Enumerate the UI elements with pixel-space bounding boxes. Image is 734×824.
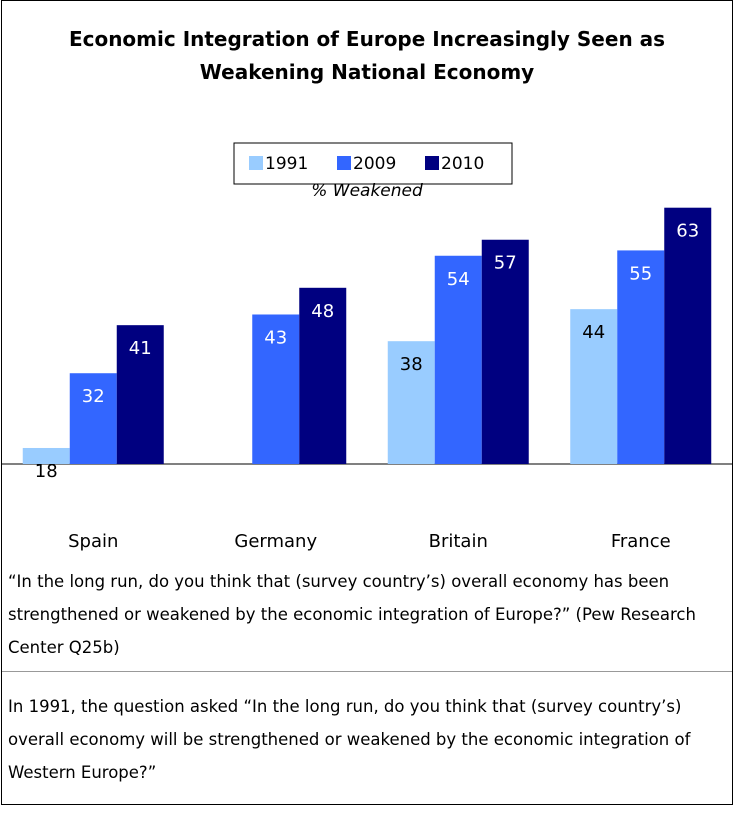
note: “In the long run, do you think that (sur… — [8, 572, 696, 657]
value-label: 55 — [629, 263, 652, 284]
value-label: 57 — [494, 253, 517, 274]
legend-swatch — [425, 156, 439, 170]
separator — [2, 671, 732, 672]
bar — [69, 373, 117, 464]
bar — [387, 341, 435, 464]
bar — [22, 447, 70, 464]
chart-frame: Economic Integration of Europe Increasin… — [1, 0, 733, 805]
bar — [299, 287, 347, 464]
value-label: 54 — [447, 269, 470, 290]
title-box: Economic Integration of Europe Increasin… — [68, 27, 666, 84]
legend-label: 2010 — [441, 154, 484, 174]
subtitle: % Weakened — [311, 181, 423, 201]
value-label: 48 — [311, 301, 334, 322]
x-tick-label: Britain — [429, 531, 488, 552]
value-label: 43 — [264, 327, 287, 348]
bar — [570, 309, 618, 464]
chart: Economic Integration of Europe Increasin… — [2, 27, 732, 552]
value-label: 38 — [400, 354, 423, 375]
x-tick-label: Germany — [234, 531, 317, 552]
note: In 1991, the question asked “In the long… — [8, 697, 691, 782]
value-label: 44 — [582, 322, 605, 343]
x-tick-label: Spain — [68, 531, 118, 552]
value-label: 32 — [82, 386, 105, 407]
legend-swatch — [249, 156, 263, 170]
x-tick-label: France — [611, 531, 671, 552]
legend-box — [233, 142, 513, 185]
bar — [434, 255, 482, 464]
bar — [116, 325, 164, 464]
value-label: 41 — [129, 338, 152, 359]
value-label: 63 — [676, 221, 699, 242]
legend-swatch — [337, 156, 351, 170]
chart-title: Economic Integration of Europe Increasin… — [68, 27, 666, 84]
value-label: 18 — [35, 461, 58, 482]
bar — [252, 314, 300, 464]
legend-label: 2009 — [353, 154, 396, 174]
bar — [617, 250, 665, 464]
bar — [481, 239, 529, 464]
legend-label: 1991 — [265, 154, 308, 174]
bar — [664, 207, 712, 464]
